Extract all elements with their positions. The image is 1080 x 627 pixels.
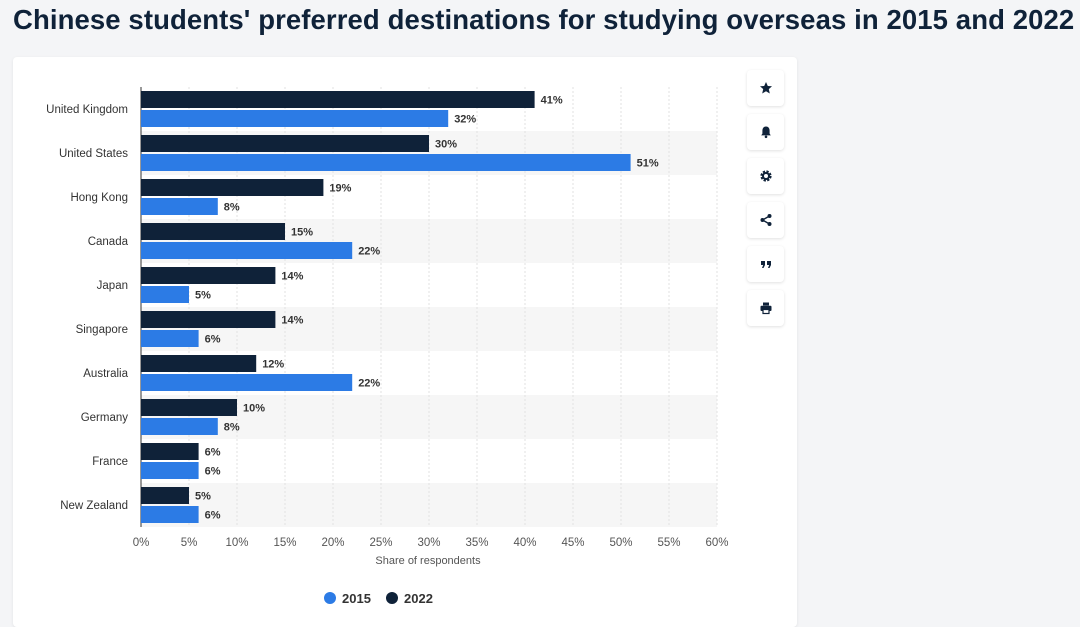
x-tick-label: 55% [657,537,680,549]
bar-2022 [141,487,189,504]
bar-2022 [141,443,199,460]
side-panel [805,48,1080,615]
bar-2015 [141,462,199,479]
x-tick-label: 60% [705,537,728,549]
category-label: Germany [81,412,129,424]
data-label: 12% [262,359,284,371]
legend-marker-2022 [386,592,398,604]
bar-2015 [141,506,199,523]
category-label: New Zealand [60,500,128,512]
bell-icon [760,126,771,139]
bar-2022 [141,91,535,108]
bar-2022 [141,311,276,328]
bar-2015 [141,154,631,171]
star-icon [759,82,772,94]
data-label: 19% [329,183,351,195]
category-label: Singapore [76,324,128,336]
data-label: 8% [224,422,240,434]
bar-2022 [141,355,257,372]
legend-label: 2015 [342,591,371,606]
data-label: 22% [358,378,380,390]
print-icon [760,302,771,315]
x-axis-title: Share of respondents [375,555,481,567]
chart-toolbar [747,70,784,334]
gear-icon [759,170,772,182]
share-icon [760,214,771,226]
data-label: 10% [243,403,265,415]
data-label: 32% [454,114,476,126]
data-label: 30% [435,139,457,151]
legend-marker-2015 [324,592,336,604]
bar-2022 [141,399,237,416]
data-label: 14% [281,271,303,283]
x-tick-label: 0% [133,537,150,549]
data-label: 51% [637,158,659,170]
chart: 0% 5% 10% 15% 20% 25% 30% 35% 40% 45% 50% 55% 60% Uni… [46,87,729,606]
data-label: 6% [205,334,221,346]
category-label: Hong Kong [70,192,128,204]
data-label: 22% [358,246,380,258]
x-tick-label: 15% [273,537,296,549]
data-label: 8% [224,202,240,214]
data-label: 6% [205,447,221,459]
bar-2015 [141,418,218,435]
x-tick-label: 50% [609,537,632,549]
data-label: 41% [541,95,563,107]
category-label: Japan [97,280,128,292]
cite-button[interactable] [747,246,784,282]
x-tick-label: 5% [181,537,198,549]
favorite-button[interactable] [747,70,784,106]
x-tick-label: 35% [465,537,488,549]
x-tick-label: 40% [513,537,536,549]
legend-label: 2022 [404,591,433,606]
settings-button[interactable] [747,158,784,194]
print-button[interactable] [747,290,784,326]
x-tick-label: 30% [417,537,440,549]
category-label: United States [59,148,128,160]
bar-2022 [141,179,324,196]
data-label: 5% [195,491,211,503]
x-tick-label: 20% [321,537,344,549]
share-button[interactable] [747,202,784,238]
data-label: 15% [291,227,313,239]
notification-button[interactable] [747,114,784,150]
category-label: France [92,456,128,468]
bar-2015 [141,374,353,391]
data-label: 5% [195,290,211,302]
category-label: Canada [88,236,129,248]
bar-2015 [141,198,218,215]
data-label: 6% [205,510,221,522]
bar-2022 [141,135,429,152]
x-tick-label: 25% [369,537,392,549]
bar-2022 [141,267,276,284]
page-title: Chinese students' preferred destinations… [13,4,1075,35]
bar-2015 [141,286,189,303]
x-tick-label: 45% [561,537,584,549]
bar-2022 [141,223,285,240]
quote-icon [760,261,771,268]
category-label: Australia [83,368,128,380]
data-label: 6% [205,466,221,478]
x-tick-label: 10% [225,537,248,549]
category-label: United Kingdom [46,104,128,116]
data-label: 14% [281,315,303,327]
bar-2015 [141,330,199,347]
bar-2015 [141,110,449,127]
bar-2015 [141,242,353,259]
